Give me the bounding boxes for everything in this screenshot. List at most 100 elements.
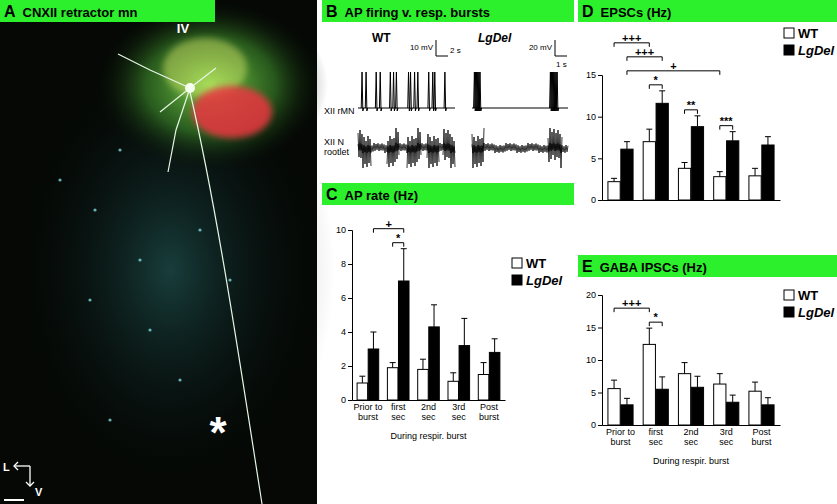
bar bbox=[643, 344, 655, 425]
legend-swatch bbox=[512, 258, 522, 268]
significance-label: *** bbox=[720, 115, 734, 127]
cell-dot bbox=[178, 378, 181, 381]
cell-dot bbox=[88, 298, 91, 301]
tick: 6 bbox=[341, 293, 352, 303]
action-potential bbox=[365, 72, 367, 111]
error-bar bbox=[450, 373, 456, 382]
rootlet-burst bbox=[472, 128, 484, 168]
axis-line bbox=[598, 296, 603, 426]
bar-chart: 051015******+++++++WTLgDel bbox=[586, 26, 835, 205]
bar bbox=[678, 168, 690, 200]
bar bbox=[429, 327, 440, 400]
rootlet-burst bbox=[387, 128, 399, 167]
tick: 0 bbox=[341, 395, 352, 405]
bar bbox=[749, 176, 761, 200]
cell-dot bbox=[198, 228, 201, 231]
panel-header-box bbox=[578, 0, 837, 22]
tick-mark bbox=[598, 393, 602, 394]
tick: 10 bbox=[586, 112, 602, 122]
error-bar bbox=[624, 398, 630, 405]
tick-label: 8 bbox=[341, 259, 346, 269]
tick-label: Postburst bbox=[479, 402, 500, 422]
axis-line bbox=[353, 400, 506, 401]
bar bbox=[691, 387, 703, 425]
plot-area bbox=[608, 328, 774, 425]
error-bar bbox=[730, 395, 736, 402]
cell-dot bbox=[58, 178, 61, 181]
orientation-arrow bbox=[14, 465, 30, 466]
anatomy-label: IV bbox=[177, 21, 190, 36]
bar bbox=[448, 381, 459, 400]
error-bar bbox=[717, 374, 723, 384]
panel-header-box bbox=[0, 0, 215, 22]
significance-label: +++ bbox=[635, 46, 654, 58]
figure-canvas: IV*LVACNXII retractor mnBAP firing v. re… bbox=[0, 0, 837, 504]
tick-label: 0 bbox=[591, 195, 596, 205]
error-bar bbox=[624, 142, 630, 150]
orientation-label: V bbox=[35, 486, 43, 498]
legend-swatch bbox=[512, 275, 522, 285]
tick: 3rdsec bbox=[719, 427, 734, 447]
cell-dot bbox=[228, 278, 231, 281]
x-axis-title: During respir. burst bbox=[653, 456, 730, 466]
cell-dot bbox=[118, 148, 121, 151]
significance-label: +++ bbox=[622, 32, 641, 44]
bar bbox=[608, 389, 620, 425]
error-bar bbox=[682, 363, 688, 374]
tick: 4 bbox=[341, 327, 352, 337]
trace-baseline bbox=[358, 108, 455, 109]
bar bbox=[459, 346, 470, 400]
action-potential bbox=[479, 72, 481, 111]
bar bbox=[691, 127, 703, 200]
significance-label: + bbox=[385, 218, 391, 230]
neuron-soma bbox=[185, 83, 195, 93]
tick-label: firstsec bbox=[391, 402, 406, 422]
error-bar bbox=[370, 332, 376, 349]
legend: WTLgDel bbox=[784, 288, 835, 320]
action-potential bbox=[379, 72, 381, 111]
error-bar bbox=[765, 137, 771, 145]
axis-line bbox=[603, 425, 781, 426]
tick: 10 bbox=[336, 225, 352, 235]
orientation-arrow bbox=[26, 482, 34, 486]
cell-dot bbox=[108, 418, 111, 421]
error-bar bbox=[611, 380, 617, 388]
tick-label: 4 bbox=[341, 327, 346, 337]
tick-label: 10 bbox=[586, 355, 596, 365]
legend-swatch bbox=[784, 290, 794, 300]
tick: 5 bbox=[591, 388, 602, 398]
tick-mark bbox=[598, 158, 602, 159]
bar-chart: 0246810Prior toburstfirstsec2ndsec3rdsec… bbox=[336, 218, 563, 441]
bar bbox=[608, 182, 620, 200]
bar bbox=[368, 349, 379, 400]
scale-bar bbox=[555, 40, 567, 56]
tick: Postburst bbox=[479, 402, 500, 422]
error-bar bbox=[694, 376, 700, 387]
tick-mark bbox=[598, 425, 602, 426]
tick: Prior toburst bbox=[606, 427, 635, 447]
plot-area bbox=[608, 91, 774, 200]
bar bbox=[478, 375, 489, 401]
legend-label: LgDel bbox=[798, 43, 835, 58]
error-bar bbox=[461, 318, 467, 345]
tick-label: 2ndsec bbox=[421, 402, 436, 422]
error-bar bbox=[481, 363, 487, 375]
error-bar bbox=[659, 377, 665, 389]
y-axis: 051015 bbox=[586, 70, 603, 205]
tick-label: 15 bbox=[586, 70, 596, 80]
error-bar bbox=[717, 172, 723, 177]
action-potential bbox=[361, 72, 363, 111]
rootlet-burst bbox=[443, 129, 455, 168]
tick: 0 bbox=[591, 420, 602, 430]
bar bbox=[749, 391, 761, 425]
action-potential bbox=[428, 72, 430, 111]
error-bar bbox=[730, 132, 736, 141]
tick-mark bbox=[598, 328, 602, 329]
legend-swatch bbox=[784, 45, 794, 55]
tick: 2ndsec bbox=[421, 402, 436, 422]
axis-line bbox=[603, 200, 781, 201]
row-label: XII rMN bbox=[324, 106, 355, 116]
bar bbox=[621, 149, 633, 200]
significance-label: * bbox=[654, 311, 659, 323]
tick-mark bbox=[598, 200, 602, 201]
